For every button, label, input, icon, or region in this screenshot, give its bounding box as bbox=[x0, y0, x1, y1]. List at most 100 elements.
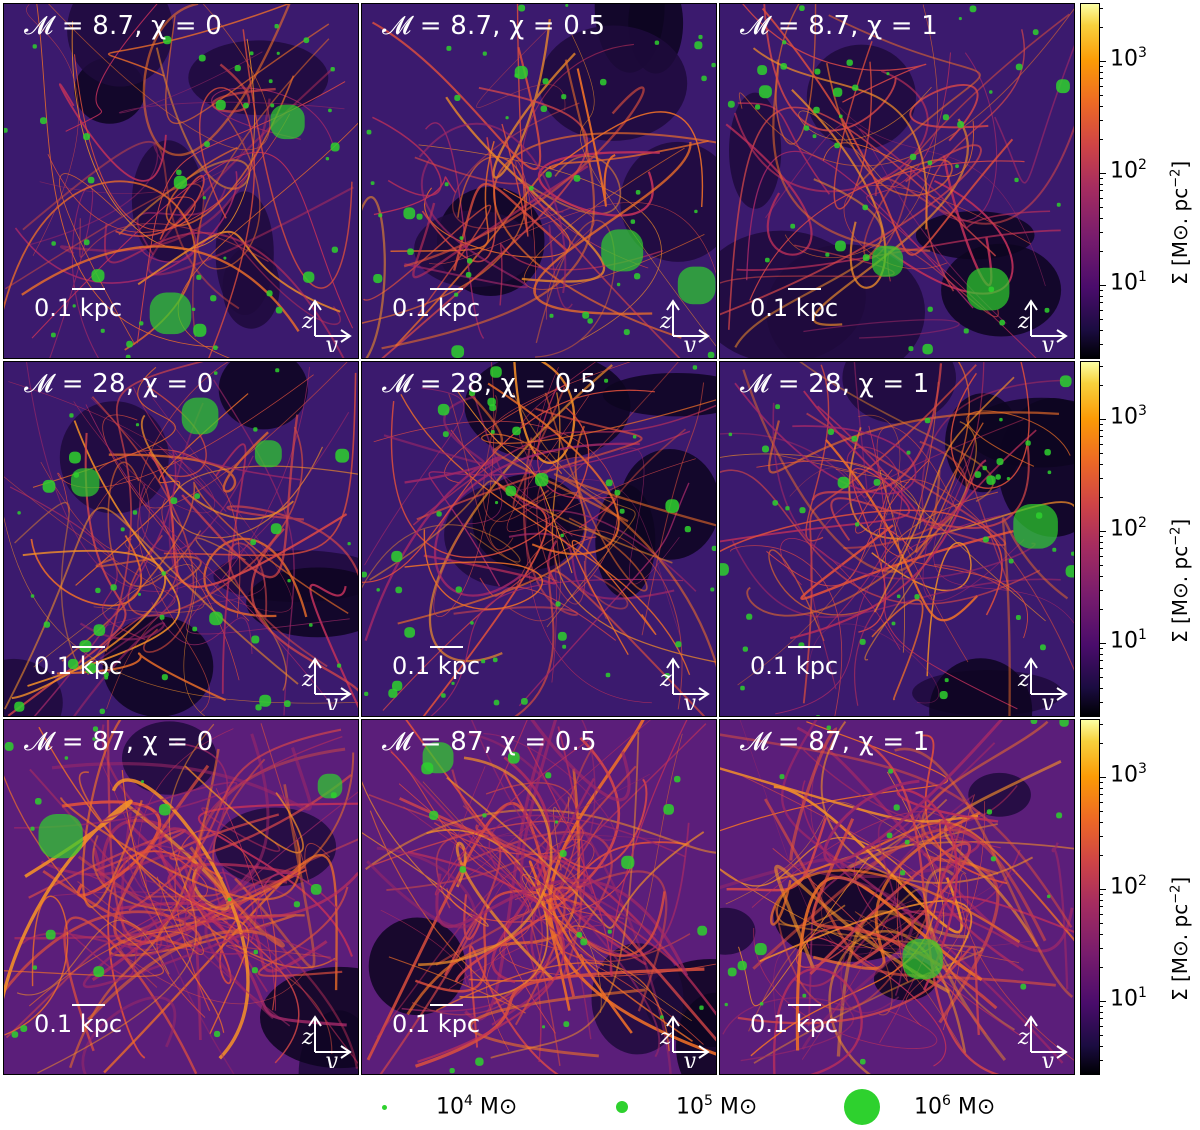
scale-bar-label: 0.1 kpc bbox=[750, 294, 839, 322]
colorbar-major-tick bbox=[1100, 61, 1106, 62]
scale-bar-label: 0.1 kpc bbox=[34, 1010, 123, 1038]
scale-bar-label: 0.1 kpc bbox=[750, 1010, 839, 1038]
axis-label-y: y bbox=[682, 333, 696, 352]
axis-label-z: z bbox=[301, 667, 314, 692]
colorbar-minor-tick bbox=[1100, 85, 1103, 87]
colorbar-minor-tick bbox=[1100, 71, 1103, 73]
axis-label-z: z bbox=[1017, 667, 1030, 692]
colorbar-minor-tick bbox=[1100, 1045, 1103, 1047]
density-map-panel: 𝓜 = 28, χ = 0 0.1 kpc z y bbox=[3, 361, 359, 717]
surface-density-image bbox=[720, 4, 1074, 358]
colorbar-label: Σ [M⊙. pc−2] bbox=[1168, 876, 1192, 1001]
scale-bar-line bbox=[430, 646, 463, 648]
colorbar-minor-tick bbox=[1100, 913, 1103, 915]
surface-density-image bbox=[720, 720, 1074, 1074]
panel-title: 𝓜 = 28, χ = 0.5 bbox=[382, 369, 597, 400]
axis-orientation-icon: zy bbox=[1017, 657, 1068, 710]
legend-label-small: 104 M⊙ bbox=[436, 1093, 518, 1120]
colorbar-minor-tick bbox=[1100, 555, 1103, 557]
colorbar-minor-tick bbox=[1100, 477, 1103, 479]
colorbar-minor-tick bbox=[1100, 94, 1103, 96]
colorbar-minor-tick bbox=[1100, 1018, 1103, 1020]
colorbar-minor-tick bbox=[1100, 810, 1103, 812]
surface-density-image bbox=[4, 720, 358, 1074]
axis-label-y: y bbox=[1040, 1049, 1054, 1068]
colorbar-minor-tick bbox=[1100, 653, 1103, 655]
scale-bar-line bbox=[788, 288, 821, 290]
scale-bar: 0.1 kpc bbox=[34, 1004, 123, 1038]
axis-label-y: y bbox=[1040, 333, 1054, 352]
colorbar-tick-label: 101 bbox=[1110, 985, 1147, 1012]
colorbar-tick-label: 102 bbox=[1110, 157, 1147, 184]
scale-bar-line bbox=[72, 288, 105, 290]
panel-title: 𝓜 = 8.7, χ = 0 bbox=[24, 11, 222, 42]
axis-label-z: z bbox=[1017, 1025, 1030, 1050]
chi-label: χ = 1 bbox=[867, 11, 938, 41]
colorbar-major-tick bbox=[1100, 419, 1106, 420]
axis-label-z: z bbox=[301, 309, 314, 334]
colorbar-minor-tick bbox=[1100, 443, 1103, 445]
colorbar-minor-tick bbox=[1100, 318, 1103, 320]
colorbar-major-tick bbox=[1100, 643, 1106, 644]
density-map-panel: 𝓜 = 87, χ = 0.5 0.1 kpc z y bbox=[361, 719, 717, 1075]
chi-label: χ = 1 bbox=[858, 727, 930, 757]
colorbar-tick-label: 101 bbox=[1110, 627, 1147, 654]
colorbar-minor-tick bbox=[1100, 1034, 1103, 1036]
scale-bar: 0.1 kpc bbox=[392, 288, 480, 322]
mach-number-label: 𝓜 = 87, bbox=[382, 727, 501, 757]
colorbar-minor-tick bbox=[1100, 497, 1103, 499]
axis-label-z: z bbox=[659, 1025, 672, 1050]
chi-label: χ = 0 bbox=[142, 727, 214, 757]
colorbar-minor-tick bbox=[1100, 231, 1103, 233]
colorbar-minor-tick bbox=[1100, 967, 1103, 969]
colorbar-minor-tick bbox=[1100, 782, 1103, 784]
surface-density-image bbox=[4, 4, 358, 358]
panel-grid: 𝓜 = 8.7, χ = 0 0.1 kpc z y 𝓜 = 8.7, χ = 0.5 0… bbox=[3, 3, 1077, 1077]
chi-label: χ = 0.5 bbox=[509, 11, 606, 41]
scale-bar: 0.1 kpc bbox=[750, 1004, 839, 1038]
panel-title: 𝓜 = 8.7, χ = 1 bbox=[740, 11, 938, 42]
colorbar-minor-tick bbox=[1100, 687, 1103, 689]
colorbar-major-tick bbox=[1100, 173, 1106, 174]
surface-density-image bbox=[362, 362, 716, 716]
panel-title: 𝓜 = 28, χ = 1 bbox=[740, 369, 930, 400]
scale-bar-label: 0.1 kpc bbox=[34, 652, 123, 680]
colorbar-minor-tick bbox=[1100, 1025, 1103, 1027]
axis-orientation-icon: zy bbox=[659, 657, 710, 710]
colorbar-minor-tick bbox=[1100, 463, 1103, 465]
colorbar-minor-tick bbox=[1100, 564, 1103, 566]
panel-title: 𝓜 = 8.7, χ = 0.5 bbox=[382, 11, 605, 42]
scale-bar-label: 0.1 kpc bbox=[34, 294, 123, 322]
axis-label-y: y bbox=[1040, 691, 1054, 710]
mach-number-label: 𝓜 = 87, bbox=[24, 727, 143, 757]
colorbar-minor-tick bbox=[1100, 723, 1103, 725]
colorbar-minor-tick bbox=[1100, 947, 1103, 949]
colorbar-minor-tick bbox=[1100, 105, 1103, 107]
colorbar-minor-tick bbox=[1100, 139, 1103, 141]
panel-title: 𝓜 = 87, χ = 0.5 bbox=[382, 727, 597, 758]
colorbar-minor-tick bbox=[1100, 436, 1103, 438]
colorbar-minor-tick bbox=[1100, 667, 1103, 669]
colorbar-minor-tick bbox=[1100, 178, 1103, 180]
colorbar-minor-tick bbox=[1100, 1006, 1103, 1008]
scale-bar: 0.1 kpc bbox=[750, 646, 839, 680]
density-map-panel: 𝓜 = 8.7, χ = 0.5 0.1 kpc z y bbox=[361, 3, 717, 359]
scale-bar-label: 0.1 kpc bbox=[392, 652, 481, 680]
chi-label: χ = 0.5 bbox=[500, 727, 597, 757]
axis-orientation-icon: zy bbox=[659, 1015, 710, 1068]
scale-bar-label: 0.1 kpc bbox=[750, 652, 839, 680]
colorbar-minor-tick bbox=[1100, 855, 1103, 857]
scale-bar-line bbox=[788, 1004, 821, 1006]
axis-label-y: y bbox=[324, 333, 338, 352]
colorbar-minor-tick bbox=[1100, 217, 1103, 219]
surface-density-image bbox=[720, 362, 1074, 716]
chi-label: χ = 0 bbox=[142, 369, 214, 399]
panel-title: 𝓜 = 87, χ = 1 bbox=[740, 727, 930, 758]
colorbar-tick-label: 101 bbox=[1110, 269, 1147, 296]
legend-marker-medium bbox=[616, 1101, 628, 1113]
scale-bar-line bbox=[430, 288, 463, 290]
density-map-panel: 𝓜 = 8.7, χ = 1 0.1 kpc z y bbox=[719, 3, 1075, 359]
colorbar-minor-tick bbox=[1100, 424, 1103, 426]
colorbar-minor-tick bbox=[1100, 548, 1103, 550]
mach-number-label: 𝓜 = 8.7, bbox=[24, 11, 152, 41]
